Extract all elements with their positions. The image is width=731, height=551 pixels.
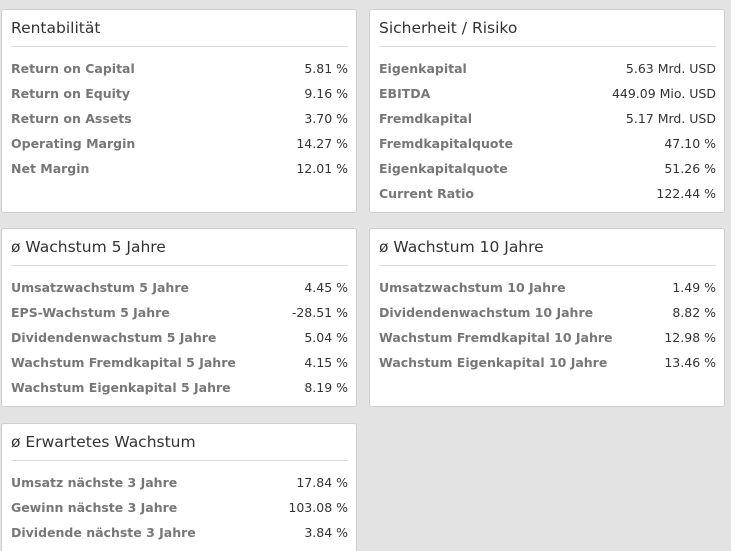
- metric-row: Net Margin 12.01 %: [11, 156, 348, 181]
- metric-value: 8.82 %: [672, 305, 716, 320]
- metric-label: Current Ratio: [379, 186, 475, 201]
- metric-label: Eigenkapital: [379, 61, 467, 76]
- card-erwartetes-wachstum: ø Erwartetes Wachstum Umsatz nächste 3 J…: [1, 423, 357, 551]
- metric-value: 5.04 %: [304, 330, 348, 345]
- metric-row: Umsatzwachstum 5 Jahre 4.45 %: [11, 275, 348, 300]
- metric-value: 12.01 %: [296, 161, 348, 176]
- metric-label: Eigenkapitalquote: [379, 161, 508, 176]
- metric-row: Dividendenwachstum 10 Jahre 8.82 %: [379, 300, 716, 325]
- metric-label: Dividende nächste 3 Jahre: [11, 525, 196, 540]
- metric-label: Gewinn nächste 3 Jahre: [11, 500, 178, 515]
- card-title-rentabilitaet: Rentabilität: [11, 18, 348, 47]
- metric-row: Wachstum Fremdkapital 5 Jahre 4.15 %: [11, 350, 348, 375]
- card-title-wachstum-10-jahre: ø Wachstum 10 Jahre: [379, 237, 716, 266]
- card-title-erwartetes-wachstum: ø Erwartetes Wachstum: [11, 432, 348, 461]
- metric-row: Umsatzwachstum 10 Jahre 1.49 %: [379, 275, 716, 300]
- metric-row: Fremdkapitalquote 47.10 %: [379, 131, 716, 156]
- card-wachstum-10-jahre: ø Wachstum 10 Jahre Umsatzwachstum 10 Ja…: [369, 228, 725, 407]
- metric-value: 5.63 Mrd. USD: [625, 61, 716, 76]
- metric-label: Umsatz nächste 3 Jahre: [11, 475, 178, 490]
- metric-value: 8.19 %: [304, 380, 348, 395]
- metric-label: Net Margin: [11, 161, 90, 176]
- metric-label: Operating Margin: [11, 136, 136, 151]
- card-sicherheit-risiko: Sicherheit / Risiko Eigenkapital 5.63 Mr…: [369, 9, 725, 213]
- card-rentabilitaet: Rentabilität Return on Capital 5.81 % Re…: [1, 9, 357, 213]
- metric-row: Return on Assets 3.70 %: [11, 106, 348, 131]
- metric-row: Eigenkapital 5.63 Mrd. USD: [379, 56, 716, 81]
- metric-value: 4.45 %: [304, 280, 348, 295]
- card-wachstum-5-jahre: ø Wachstum 5 Jahre Umsatzwachstum 5 Jahr…: [1, 228, 357, 407]
- metric-value: 9.16 %: [304, 86, 348, 101]
- metric-label: Wachstum Fremdkapital 10 Jahre: [379, 330, 613, 345]
- metric-value: 103.08 %: [288, 500, 348, 515]
- metric-row: Eigenkapitalquote 51.26 %: [379, 156, 716, 181]
- metric-label: EPS-Wachstum 5 Jahre: [11, 305, 170, 320]
- metric-label: Dividendenwachstum 5 Jahre: [11, 330, 217, 345]
- metric-value: -28.51 %: [291, 305, 348, 320]
- card-title-sicherheit-risiko: Sicherheit / Risiko: [379, 18, 716, 47]
- metric-value: 3.70 %: [304, 111, 348, 126]
- metric-value: 5.17 Mrd. USD: [625, 111, 716, 126]
- metric-value: 1.49 %: [672, 280, 716, 295]
- metric-value: 122.44 %: [656, 186, 716, 201]
- metric-value: 47.10 %: [664, 136, 716, 151]
- metric-label: Wachstum Fremdkapital 5 Jahre: [11, 355, 236, 370]
- metric-label: Wachstum Eigenkapital 5 Jahre: [11, 380, 231, 395]
- metric-value: 17.84 %: [296, 475, 348, 490]
- metric-row: Gewinn nächste 3 Jahre 103.08 %: [11, 495, 348, 520]
- card-title-wachstum-5-jahre: ø Wachstum 5 Jahre: [11, 237, 348, 266]
- metric-row: EPS-Wachstum 5 Jahre -28.51 %: [11, 300, 348, 325]
- metric-value: 3.84 %: [304, 525, 348, 540]
- metric-label: Umsatzwachstum 10 Jahre: [379, 280, 566, 295]
- metric-label: Fremdkapital: [379, 111, 473, 126]
- metric-value: 5.81 %: [304, 61, 348, 76]
- metric-label: Dividendenwachstum 10 Jahre: [379, 305, 594, 320]
- metric-label: Return on Capital: [11, 61, 135, 76]
- metric-label: Fremdkapitalquote: [379, 136, 513, 151]
- metric-row: Return on Capital 5.81 %: [11, 56, 348, 81]
- metric-row: EBITDA 449.09 Mio. USD: [379, 81, 716, 106]
- metric-label: Wachstum Eigenkapital 10 Jahre: [379, 355, 608, 370]
- metric-row: Wachstum Eigenkapital 5 Jahre 8.19 %: [11, 375, 348, 400]
- metric-row: Wachstum Eigenkapital 10 Jahre 13.46 %: [379, 350, 716, 375]
- metric-row: Dividendenwachstum 5 Jahre 5.04 %: [11, 325, 348, 350]
- metric-row: Fremdkapital 5.17 Mrd. USD: [379, 106, 716, 131]
- metric-value: 14.27 %: [296, 136, 348, 151]
- metric-value: 4.15 %: [304, 355, 348, 370]
- metric-value: 13.46 %: [664, 355, 716, 370]
- metric-row: Wachstum Fremdkapital 10 Jahre 12.98 %: [379, 325, 716, 350]
- metric-label: EBITDA: [379, 86, 431, 101]
- metric-label: Return on Assets: [11, 111, 132, 126]
- metric-value: 51.26 %: [664, 161, 716, 176]
- metric-row: Umsatz nächste 3 Jahre 17.84 %: [11, 470, 348, 495]
- metric-row: Current Ratio 122.44 %: [379, 181, 716, 206]
- metric-value: 12.98 %: [664, 330, 716, 345]
- metric-label: Umsatzwachstum 5 Jahre: [11, 280, 189, 295]
- metric-row: Operating Margin 14.27 %: [11, 131, 348, 156]
- metric-row: Dividende nächste 3 Jahre 3.84 %: [11, 520, 348, 545]
- metric-value: 449.09 Mio. USD: [611, 86, 716, 101]
- metric-row: Return on Equity 9.16 %: [11, 81, 348, 106]
- metric-label: Return on Equity: [11, 86, 131, 101]
